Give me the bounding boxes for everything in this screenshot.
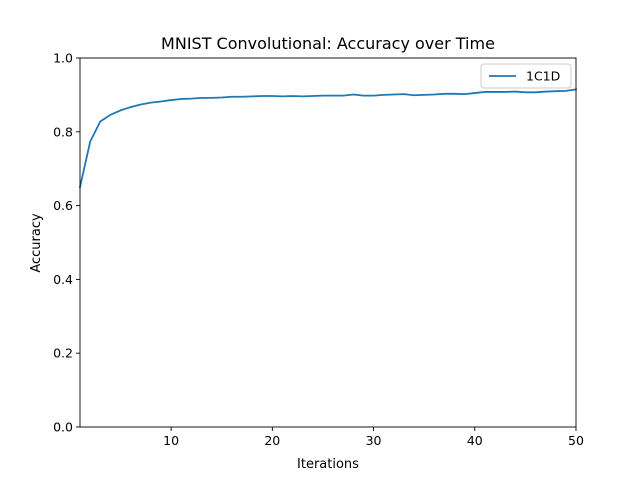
y-axis-label: Accuracy — [29, 213, 44, 273]
legend-label-0: 1C1D — [526, 69, 560, 84]
plot-frame — [79, 57, 577, 428]
y-tick-label: 0.4 — [53, 272, 73, 287]
x-axis-label: Iterations — [297, 457, 359, 472]
y-tick-label: 0.8 — [53, 124, 73, 139]
y-tick-label: 0.6 — [53, 198, 73, 213]
y-tick-label: 0.0 — [53, 420, 73, 435]
x-tick-label: 40 — [467, 433, 483, 448]
x-tick-label: 20 — [264, 433, 280, 448]
y-tick-label: 1.0 — [53, 51, 73, 66]
legend-box — [480, 63, 572, 89]
chart-title: MNIST Convolutional: Accuracy over Time — [161, 34, 495, 53]
x-tick-label: 30 — [366, 433, 382, 448]
y-tick-label: 0.2 — [53, 346, 73, 361]
series-line-0 — [78, 88, 578, 189]
x-tick-label: 50 — [568, 433, 584, 448]
x-tick-label: 10 — [163, 433, 179, 448]
plot-area: 10 20 30 40 50 0.0 0.2 0.4 0.6 0.8 1.0 1C1D — [53, 51, 584, 449]
